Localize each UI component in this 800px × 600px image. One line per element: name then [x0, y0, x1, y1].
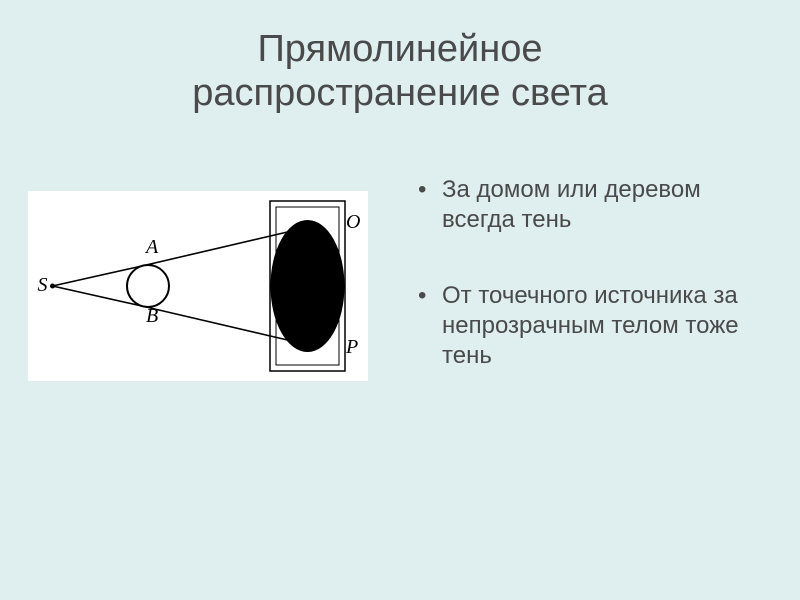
bullet-1-text: За домом или деревом всегда тень: [442, 176, 701, 233]
label-b: B: [146, 305, 158, 327]
content-row: S A B O P За домом или деревом всегда те…: [0, 175, 800, 417]
title-line-1: Прямолинейное: [257, 28, 542, 70]
bullet-list: За домом или деревом всегда тень От точе…: [408, 175, 800, 417]
ray-bot-2: [144, 307, 296, 343]
shadow-ellipse: [271, 220, 345, 352]
label-a: A: [144, 236, 159, 258]
shadow-diagram-svg: S A B O P: [28, 191, 368, 381]
diagram-box: S A B O P: [28, 191, 368, 381]
page-title: Прямолинейное распространение света: [0, 0, 800, 115]
label-p: P: [345, 336, 358, 358]
label-s: S: [38, 274, 48, 296]
diagram-container: S A B O P: [0, 175, 408, 417]
point-source-dot: [50, 284, 55, 289]
bullet-1: За домом или деревом всегда тень: [418, 175, 760, 235]
title-line-2: распространение света: [192, 72, 608, 114]
bullet-2-text: От точечного источника за непрозрачным т…: [442, 282, 739, 369]
ray-top-2: [144, 230, 296, 266]
bullet-2: От точечного источника за непрозрачным т…: [418, 281, 760, 371]
opaque-sphere: [127, 265, 169, 307]
label-o: O: [346, 211, 360, 233]
